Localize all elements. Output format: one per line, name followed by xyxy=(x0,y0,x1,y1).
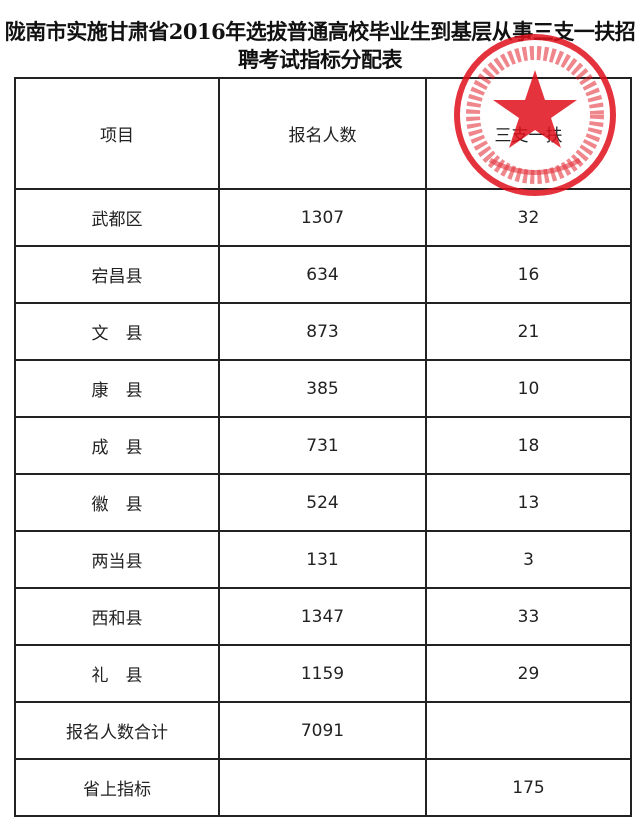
cell-item: 报名人数合计 xyxy=(14,701,220,760)
table-row: 宕昌县 634 16 xyxy=(14,245,632,304)
cell-item: 武都区 xyxy=(14,188,220,247)
cell-quota: 13 xyxy=(425,473,632,532)
header-quota: 三支一扶 xyxy=(425,77,632,190)
cell-quota xyxy=(425,701,632,760)
cell-quota: 21 xyxy=(425,302,632,361)
quota-table: 项目 报名人数 三支一扶 武都区 1307 32 宕昌县 634 16 文 县 873 21 康 … xyxy=(14,77,632,817)
cell-item: 文 县 xyxy=(14,302,220,361)
cell-applicants xyxy=(218,758,427,817)
table-row: 礼 县 1159 29 xyxy=(14,644,632,703)
cell-applicants: 1307 xyxy=(218,188,427,247)
cell-quota: 18 xyxy=(425,416,632,475)
cell-item: 礼 县 xyxy=(14,644,220,703)
cell-applicants: 873 xyxy=(218,302,427,361)
table-row: 文 县 873 21 xyxy=(14,302,632,361)
table-row: 武都区 1307 32 xyxy=(14,188,632,247)
table-header-row: 项目 报名人数 三支一扶 xyxy=(14,77,632,190)
cell-quota: 16 xyxy=(425,245,632,304)
cell-applicants: 7091 xyxy=(218,701,427,760)
cell-applicants: 385 xyxy=(218,359,427,418)
cell-applicants: 524 xyxy=(218,473,427,532)
table-row: 报名人数合计 7091 xyxy=(14,701,632,760)
table-row: 省上指标 175 xyxy=(14,758,632,817)
cell-quota: 32 xyxy=(425,188,632,247)
cell-applicants: 634 xyxy=(218,245,427,304)
cell-item: 省上指标 xyxy=(14,758,220,817)
cell-item: 宕昌县 xyxy=(14,245,220,304)
cell-applicants: 131 xyxy=(218,530,427,589)
cell-applicants: 1347 xyxy=(218,587,427,646)
cell-item: 康 县 xyxy=(14,359,220,418)
header-applicants: 报名人数 xyxy=(218,77,427,190)
document-title-line2: 聘考试指标分配表 xyxy=(238,47,403,72)
cell-item: 成 县 xyxy=(14,416,220,475)
cell-item: 西和县 xyxy=(14,587,220,646)
table-row: 康 县 385 10 xyxy=(14,359,632,418)
cell-quota: 33 xyxy=(425,587,632,646)
cell-item: 两当县 xyxy=(14,530,220,589)
table-row: 徽 县 524 13 xyxy=(14,473,632,532)
cell-quota: 3 xyxy=(425,530,632,589)
table-row: 两当县 131 3 xyxy=(14,530,632,589)
table-row: 西和县 1347 33 xyxy=(14,587,632,646)
cell-applicants: 1159 xyxy=(218,644,427,703)
document-title-line1: 陇南市实施甘肃省2016年选拔普通高校毕业生到基层从事三支一扶招 xyxy=(4,19,636,44)
cell-quota: 175 xyxy=(425,758,632,817)
cell-quota: 29 xyxy=(425,644,632,703)
cell-applicants: 731 xyxy=(218,416,427,475)
cell-item: 徽 县 xyxy=(14,473,220,532)
cell-quota: 10 xyxy=(425,359,632,418)
table-row: 成 县 731 18 xyxy=(14,416,632,475)
header-item: 项目 xyxy=(14,77,220,190)
